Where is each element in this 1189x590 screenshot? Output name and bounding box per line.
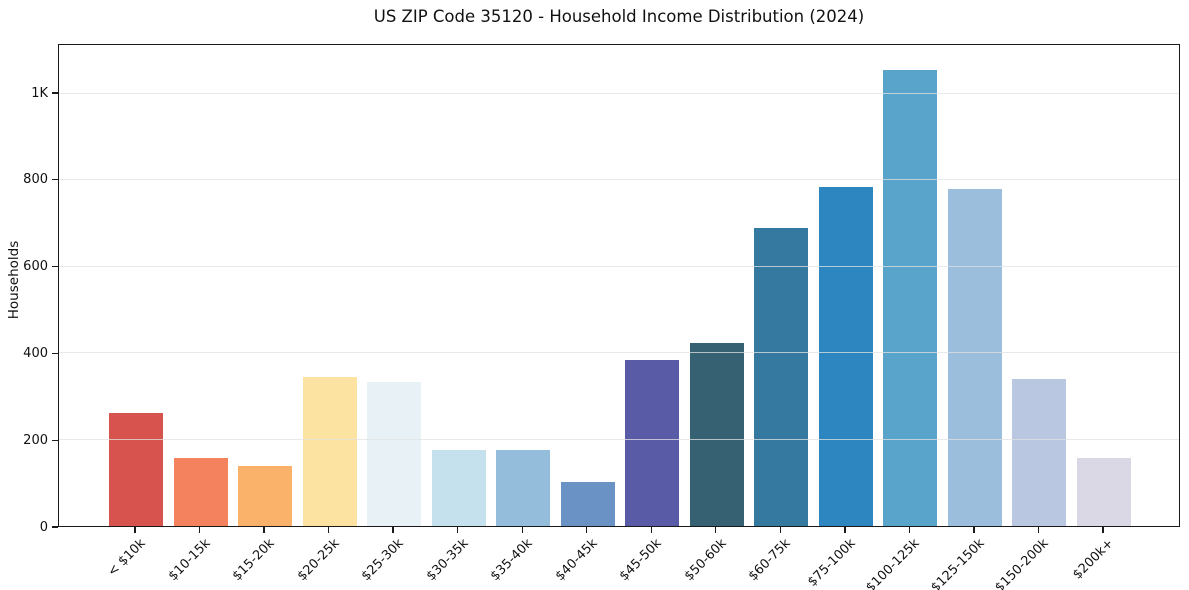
bar <box>431 449 486 526</box>
x-tick-label: $25-30k <box>358 536 407 584</box>
x-tick-mark <box>973 527 975 533</box>
x-tick-label: $200k+ <box>1070 536 1117 583</box>
y-tick-mark <box>52 265 58 268</box>
x-tick-label: $150-200k <box>992 536 1053 590</box>
y-tick-mark <box>52 179 58 181</box>
plot-area <box>58 44 1180 527</box>
x-tick-label: $50-60k <box>681 536 730 584</box>
x-tick-mark <box>327 527 330 533</box>
x-tick-label: $40-45k <box>552 536 601 584</box>
bar <box>689 342 744 526</box>
x-tick-mark <box>198 527 201 533</box>
y-tick-mark <box>52 92 58 94</box>
bar <box>1012 378 1067 526</box>
x-tick-label: $20-25k <box>294 536 343 584</box>
y-tick-label: 400 <box>23 345 48 361</box>
x-tick-mark <box>521 527 523 533</box>
bar <box>818 186 873 526</box>
x-tick-mark <box>1037 527 1040 533</box>
bar <box>754 227 809 526</box>
x-tick-mark <box>844 527 846 533</box>
x-tick-label: $125-150k <box>928 536 988 590</box>
bar <box>883 69 938 526</box>
bar <box>625 359 680 526</box>
bar <box>496 449 551 526</box>
y-tick-label: 600 <box>23 259 48 275</box>
bar <box>1077 458 1131 526</box>
x-tick-mark <box>908 527 911 533</box>
y-tick-label: 0 <box>39 519 48 535</box>
bar <box>238 466 293 526</box>
x-tick-mark <box>392 527 394 533</box>
y-tick-label: 800 <box>23 172 48 188</box>
bar <box>367 381 422 526</box>
x-tick-label: $45-50k <box>616 536 665 584</box>
x-tick-mark <box>134 527 136 533</box>
bar <box>173 458 228 526</box>
y-tick-mark <box>52 526 58 528</box>
y-tick-mark <box>52 439 58 441</box>
y-tick-label: 1K <box>31 85 48 101</box>
x-tick-label: $100-125k <box>863 536 923 590</box>
gridline-800 <box>59 179 1179 181</box>
x-tick-mark <box>779 527 781 533</box>
gridline-200 <box>59 438 1179 440</box>
bar <box>109 412 163 526</box>
y-tick-mark <box>52 352 58 355</box>
gridline-400 <box>59 352 1179 354</box>
gridline-1K <box>59 92 1179 94</box>
y-tick-label: 200 <box>23 432 48 448</box>
x-tick-label: $75-100k <box>804 536 859 590</box>
chart-title: US ZIP Code 35120 - Household Income Dis… <box>373 7 865 26</box>
x-tick-mark <box>715 527 717 533</box>
x-tick-label: $30-35k <box>423 536 472 584</box>
bar <box>560 481 615 526</box>
bar <box>302 377 357 526</box>
gridline-600 <box>59 265 1179 267</box>
x-tick-label: < $10k <box>105 536 149 580</box>
bar <box>947 188 1002 526</box>
x-tick-label: $10-15k <box>165 536 214 584</box>
x-tick-mark <box>586 527 588 533</box>
x-tick-mark <box>457 527 459 533</box>
x-tick-label: $60-75k <box>746 536 794 584</box>
x-tick-label: $15-20k <box>229 536 278 584</box>
x-tick-mark <box>650 527 652 533</box>
x-tick-mark <box>263 527 265 533</box>
y-axis-label: Households <box>6 240 22 320</box>
x-tick-mark <box>1102 527 1104 533</box>
x-tick-label: $35-40k <box>487 536 536 584</box>
